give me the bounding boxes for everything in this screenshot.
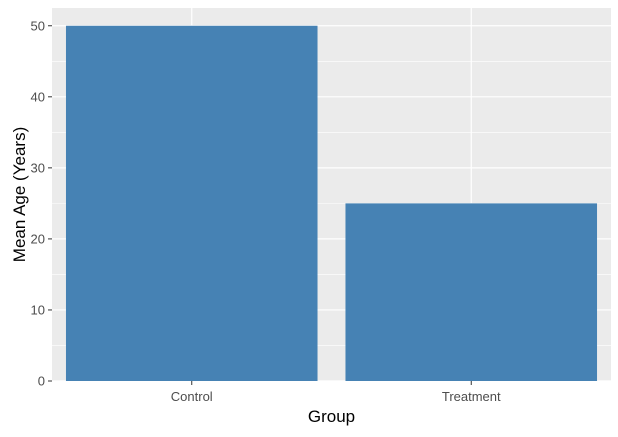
y-tick-label: 20 — [31, 231, 45, 246]
y-tick-label: 50 — [31, 18, 45, 33]
bars — [65, 25, 598, 382]
y-tick-label: 40 — [31, 89, 45, 104]
x-tick-label: Control — [171, 389, 213, 404]
x-axis-title: Group — [308, 407, 355, 426]
y-tick-label: 30 — [31, 160, 45, 175]
bar-control — [65, 25, 318, 382]
axes: 0 10 20 30 40 50 Control Treatment — [31, 18, 501, 404]
x-tick-label: Treatment — [442, 389, 501, 404]
y-tick-label: 10 — [31, 302, 45, 317]
bar-treatment — [345, 203, 598, 381]
y-axis-title: Mean Age (Years) — [10, 127, 29, 262]
y-tick-label: 0 — [38, 374, 45, 389]
